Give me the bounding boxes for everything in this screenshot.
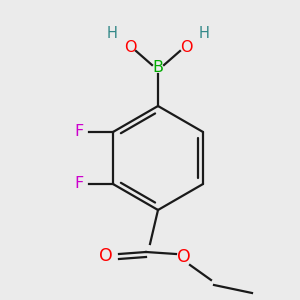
- Text: H: H: [199, 26, 209, 40]
- Text: O: O: [180, 40, 192, 56]
- Text: F: F: [74, 124, 84, 140]
- Text: H: H: [106, 26, 117, 40]
- Text: F: F: [74, 176, 84, 191]
- Text: O: O: [99, 247, 113, 265]
- Text: B: B: [152, 61, 164, 76]
- Text: O: O: [177, 248, 191, 266]
- Text: O: O: [124, 40, 136, 56]
